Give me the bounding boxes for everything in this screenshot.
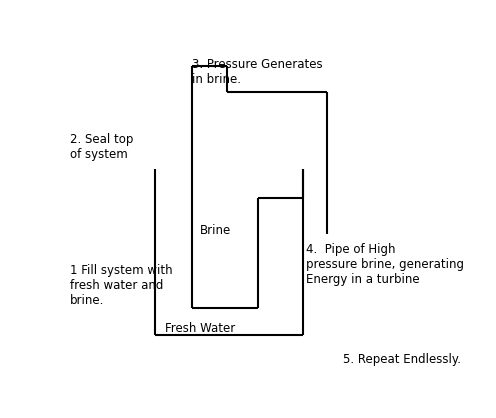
Text: Fresh Water: Fresh Water bbox=[165, 322, 236, 335]
Text: 3. Pressure Generates
in brine.: 3. Pressure Generates in brine. bbox=[192, 58, 322, 86]
Text: 1 Fill system with
fresh water and
brine.: 1 Fill system with fresh water and brine… bbox=[69, 264, 172, 307]
Text: Brine: Brine bbox=[200, 224, 232, 237]
Text: 4.  Pipe of High
pressure brine, generating
Energy in a turbine: 4. Pipe of High pressure brine, generati… bbox=[306, 243, 464, 285]
Text: 5. Repeat Endlessly.: 5. Repeat Endlessly. bbox=[343, 353, 461, 366]
Text: 2. Seal top
of system: 2. Seal top of system bbox=[69, 133, 133, 161]
